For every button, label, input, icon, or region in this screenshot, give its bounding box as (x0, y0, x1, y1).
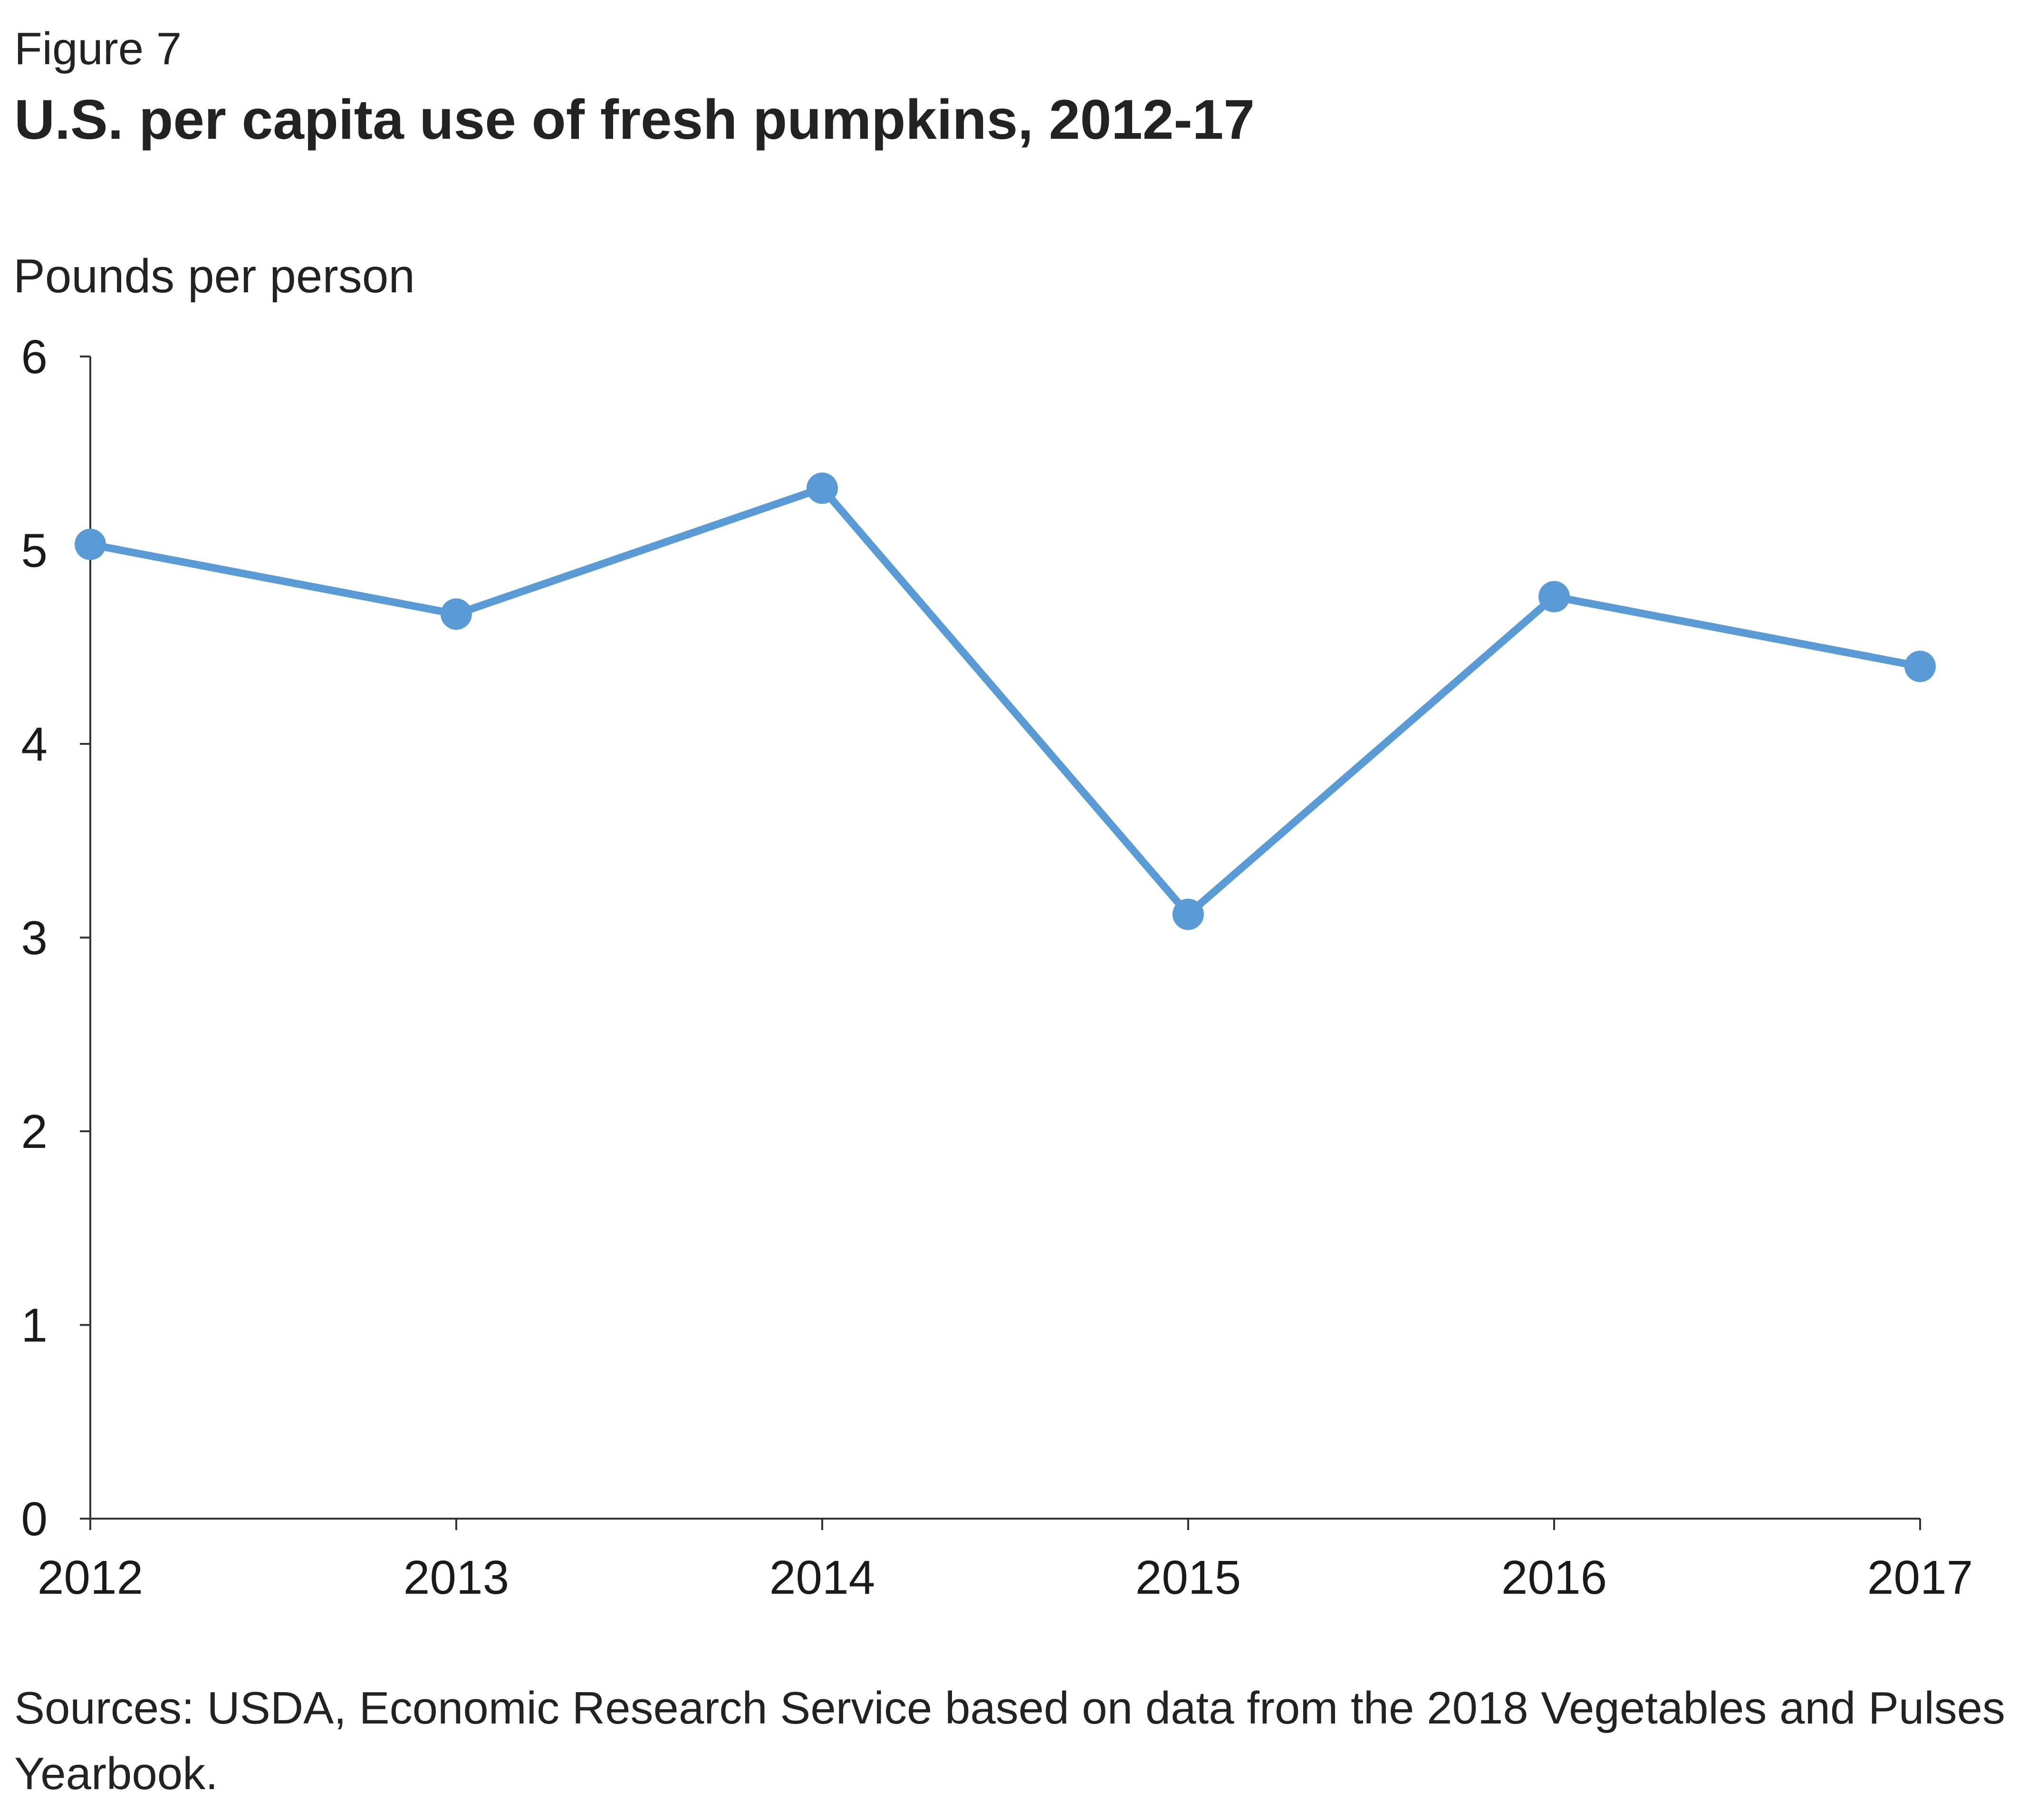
y-axis-ticks: 0 1 2 3 4 5 6 (21, 330, 90, 1546)
y-tick-label: 2 (21, 1105, 48, 1158)
y-tick-label: 4 (21, 718, 48, 771)
series-line (87, 484, 1924, 918)
x-tick-label: 2013 (404, 1551, 509, 1604)
x-axis-ticks: 2012 2013 2014 2015 2016 2017 (38, 1519, 1973, 1604)
data-point-2015 (1173, 898, 1204, 930)
x-tick-label: 2015 (1135, 1551, 1241, 1604)
y-axis-label: Pounds per person (13, 250, 415, 303)
figure-label: Figure 7 (14, 23, 182, 74)
y-tick-label: 1 (21, 1299, 48, 1352)
series-layer (75, 472, 1936, 930)
source-note: Sources: USDA, Economic Research Service… (14, 1683, 2006, 1799)
y-tick-label: 0 (21, 1493, 48, 1546)
x-tick-label: 2017 (1867, 1551, 1973, 1604)
data-point-2017 (1904, 651, 1936, 682)
data-point-2016 (1538, 581, 1570, 613)
x-tick-label: 2016 (1501, 1551, 1607, 1604)
x-tick-label: 2012 (38, 1551, 143, 1604)
axes (89, 356, 1920, 1520)
x-tick-label: 2014 (769, 1551, 875, 1604)
y-tick-label: 6 (21, 330, 48, 384)
data-point-2012 (75, 529, 106, 560)
chart-title: U.S. per capita use of fresh pumpkins, 2… (14, 88, 1255, 151)
y-tick-label: 5 (21, 524, 48, 578)
data-point-2014 (807, 472, 838, 504)
y-tick-label: 3 (21, 912, 48, 965)
data-point-2013 (441, 598, 472, 630)
